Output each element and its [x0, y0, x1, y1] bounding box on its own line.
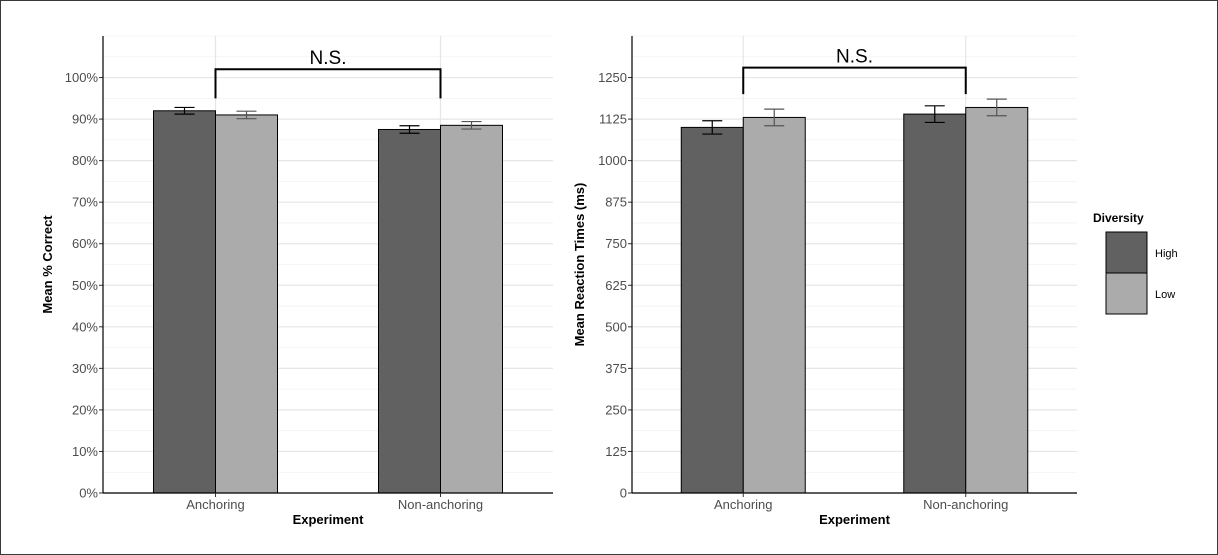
- legend: Diversity High Low: [1093, 211, 1178, 315]
- y-tick-label: 875: [605, 195, 627, 210]
- x-tick-label: Non-anchoring: [398, 497, 483, 512]
- y-tick-label: 1125: [599, 112, 627, 127]
- legend-swatch-high: [1105, 231, 1148, 274]
- y-tick-label: 625: [605, 278, 627, 293]
- bar-low-non-anchoring: [965, 106, 1029, 494]
- error-bar: [924, 105, 945, 124]
- y-tick-label: 375: [605, 361, 627, 376]
- y-tick-label: 80%: [72, 153, 98, 168]
- y-tick-label: 20%: [72, 402, 98, 417]
- y-tick-label: 1000: [598, 153, 627, 168]
- error-bar: [174, 106, 195, 115]
- bar-high-non-anchoring: [378, 128, 441, 494]
- y-tick-label: 10%: [72, 444, 98, 459]
- legend-label-low: Low: [1155, 289, 1175, 301]
- y-axis-ticks: 0 125 250 375 500 625 750 875 1000 1125 1250: [598, 70, 632, 501]
- y-axis-title: Mean % Correct: [40, 215, 55, 314]
- bar-high-anchoring: [680, 126, 744, 494]
- x-axis-title: Experiment: [293, 512, 364, 527]
- y-tick-label: 500: [605, 319, 627, 334]
- y-tick-label: 1250: [598, 70, 627, 85]
- legend-swatch-low: [1105, 272, 1148, 315]
- bars: [680, 98, 1029, 494]
- y-tick-label: 250: [605, 402, 627, 417]
- significance-bracket: [742, 66, 967, 95]
- x-axis-ticks: Anchoring Non-anchoring: [714, 493, 1008, 512]
- bar-high-anchoring: [153, 110, 216, 494]
- chart-panel-1: 0% 10% 20% 30% 40% 50% 60% 70% 80% 90% 100% Anchori…: [40, 35, 553, 527]
- error-bar: [236, 110, 257, 120]
- chart-panel-2: 0 125 250 375 500 625 750 875 1000 1125 1250 Anchor…: [572, 35, 1077, 527]
- y-axis-title: Mean Reaction Times (ms): [572, 183, 587, 347]
- error-bar: [764, 108, 785, 127]
- y-tick-label: 0: [620, 486, 627, 501]
- x-axis-ticks: Anchoring Non-anchoring: [186, 493, 483, 512]
- error-bar: [702, 120, 723, 135]
- bar-low-non-anchoring: [440, 124, 503, 494]
- x-tick-label: Anchoring: [186, 497, 245, 512]
- x-tick-label: Anchoring: [714, 497, 773, 512]
- legend-title: Diversity: [1093, 211, 1144, 225]
- y-tick-label: 70%: [72, 195, 98, 210]
- significance-bracket: [214, 68, 442, 99]
- y-tick-label: 40%: [72, 319, 98, 334]
- legend-label-high: High: [1155, 248, 1178, 260]
- y-tick-label: 30%: [72, 361, 98, 376]
- significance-label: N.S.: [836, 47, 873, 68]
- bar-high-non-anchoring: [903, 113, 967, 494]
- y-tick-label: 0%: [79, 486, 98, 501]
- x-axis-title: Experiment: [819, 512, 890, 527]
- bar-low-anchoring: [742, 116, 806, 494]
- error-bar: [461, 120, 482, 130]
- x-tick-label: Non-anchoring: [923, 497, 1008, 512]
- y-tick-label: 50%: [72, 278, 98, 293]
- y-tick-label: 750: [605, 236, 627, 251]
- y-tick-label: 90%: [72, 112, 98, 127]
- bars: [153, 106, 503, 494]
- error-bar: [986, 98, 1007, 117]
- y-tick-label: 100%: [65, 70, 99, 85]
- significance-label: N.S.: [310, 48, 347, 69]
- y-axis-ticks: 0% 10% 20% 30% 40% 50% 60% 70% 80% 90% 100%: [65, 70, 103, 501]
- y-tick-label: 125: [605, 444, 627, 459]
- error-bar: [399, 125, 420, 134]
- y-tick-label: 60%: [72, 236, 98, 251]
- bar-low-anchoring: [215, 114, 278, 494]
